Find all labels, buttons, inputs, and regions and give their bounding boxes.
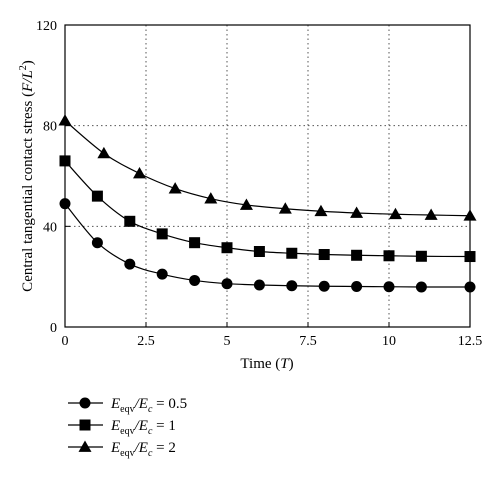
series-layer (58, 114, 477, 293)
legend-marker (79, 419, 91, 431)
x-tick-label: 7.5 (299, 334, 317, 349)
y-axis-title: Central tangential contact stress (F/L2) (18, 60, 36, 292)
data-point (91, 237, 103, 249)
data-point (278, 202, 292, 214)
x-tick-label: 2.5 (137, 334, 155, 349)
y-tick-label: 40 (43, 220, 57, 235)
data-point (189, 274, 201, 286)
legend-label: Eeqv/Ec = 1 (110, 418, 176, 437)
legend-marker (79, 397, 91, 409)
data-point (318, 249, 330, 261)
data-point (91, 190, 103, 202)
data-point (221, 278, 233, 290)
series-circle (59, 198, 476, 293)
data-point (124, 258, 136, 270)
data-point (124, 215, 136, 227)
data-point (239, 198, 253, 210)
data-point (351, 249, 363, 261)
data-point (383, 250, 395, 262)
data-point (463, 209, 477, 221)
data-point (59, 155, 71, 167)
data-point (464, 281, 476, 293)
data-point (189, 237, 201, 249)
x-tick-label: 5 (224, 334, 231, 349)
series-line (64, 160, 471, 258)
data-point (253, 279, 265, 291)
data-point (286, 280, 298, 292)
legend-marker (78, 440, 92, 452)
x-tick-label: 12.5 (458, 334, 483, 349)
grid-lines (65, 25, 470, 327)
data-point (286, 247, 298, 259)
data-point (318, 280, 330, 292)
data-point (221, 242, 233, 254)
legend-label: Eeqv/Ec = 0.5 (110, 396, 187, 415)
data-point (464, 251, 476, 263)
legend-entry: Eeqv/Ec = 1 (68, 418, 176, 437)
legend-label: Eeqv/Ec = 2 (110, 440, 176, 459)
data-point (58, 114, 72, 126)
data-point (350, 206, 364, 218)
data-point (415, 281, 427, 293)
y-tick-label: 0 (50, 321, 57, 336)
x-axis-title: Time (T) (240, 356, 293, 372)
data-point (156, 228, 168, 240)
data-point (97, 146, 111, 159)
data-point (351, 280, 363, 292)
axis-ticks: 0 2.5 5 7.5 10 12.5 0 40 80 120 (36, 19, 482, 349)
data-point (424, 208, 438, 220)
data-point (415, 250, 427, 262)
plot-frame (64, 24, 471, 328)
data-point (383, 281, 395, 293)
series-square (59, 155, 476, 263)
legend-entry: Eeqv/Ec = 2 (68, 440, 176, 459)
series-line (64, 120, 471, 217)
x-tick-label: 0 (62, 334, 69, 349)
legend-entry: Eeqv/Ec = 0.5 (68, 396, 187, 415)
data-point (156, 268, 168, 280)
y-tick-label: 80 (43, 120, 57, 135)
data-point (168, 182, 182, 194)
x-tick-label: 10 (382, 334, 396, 349)
series-triangle (58, 114, 477, 221)
data-point (253, 246, 265, 257)
data-point (133, 166, 147, 179)
data-point (59, 198, 71, 210)
data-point (388, 207, 402, 220)
y-tick-label: 120 (36, 19, 57, 34)
legend: Eeqv/Ec = 0.5 Eeqv/Ec = 1 Eeqv/Ec = 2 (68, 396, 187, 459)
data-point (204, 192, 218, 204)
data-point (314, 204, 328, 217)
